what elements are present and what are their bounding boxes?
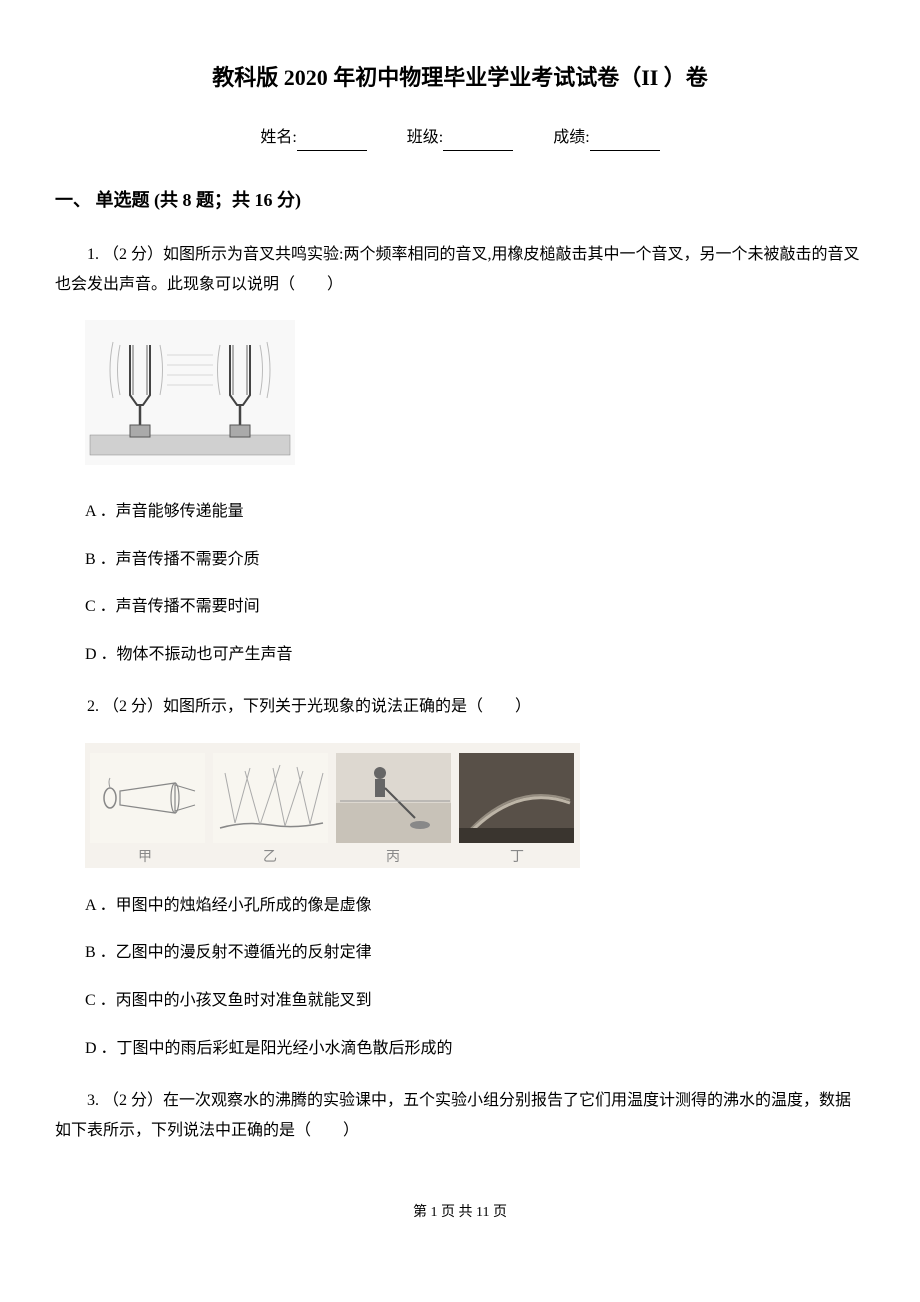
question-1-figure (85, 320, 865, 474)
name-field: 姓名: (260, 125, 366, 151)
question-1-text: 1. （2 分）如图所示为音叉共鸣实验:两个频率相同的音叉,用橡皮槌敲击其中一个… (55, 240, 865, 301)
question-3: 3. （2 分）在一次观察水的沸腾的实验课中，五个实验小组分别报告了它们用温度计… (55, 1086, 865, 1147)
question-2-text: 2. （2 分）如图所示，下列关于光现象的说法正确的是（ ） (55, 692, 865, 722)
four-panel-diagram: 甲 乙 (85, 743, 580, 868)
panel-label-ding: 丁 (510, 850, 524, 865)
q1-option-b: B ．声音传播不需要介质 (85, 547, 865, 573)
q2-option-c: C ．丙图中的小孩叉鱼时对准鱼就能叉到 (85, 988, 865, 1014)
panel-label-jia: 甲 (138, 850, 152, 865)
q1-option-c: C ．声音传播不需要时间 (85, 594, 865, 620)
q2-option-a: A ．甲图中的烛焰经小孔所成的像是虚像 (85, 893, 865, 919)
name-label: 姓名: (260, 129, 296, 146)
question-1: 1. （2 分）如图所示为音叉共鸣实验:两个频率相同的音叉,用橡皮槌敲击其中一个… (55, 240, 865, 668)
page-footer: 第 1 页 共 11 页 (55, 1202, 865, 1224)
q2-option-d: D ．丁图中的雨后彩虹是阳光经小水滴色散后形成的 (85, 1036, 865, 1062)
score-label: 成绩: (553, 129, 589, 146)
question-3-text: 3. （2 分）在一次观察水的沸腾的实验课中，五个实验小组分别报告了它们用温度计… (55, 1086, 865, 1147)
name-blank (297, 133, 367, 151)
section-1-header: 一、 单选题 (共 8 题；共 16 分) (55, 186, 865, 215)
q1-option-d: D ．物体不振动也可产生声音 (85, 642, 865, 668)
panel-label-bing: 丙 (386, 850, 400, 865)
class-label: 班级: (407, 129, 443, 146)
student-info-row: 姓名: 班级: 成绩: (55, 125, 865, 151)
panel-label-yi: 乙 (263, 849, 277, 865)
tuning-fork-diagram (85, 320, 295, 465)
document-title: 教科版 2020 年初中物理毕业学业考试试卷（II ）卷 (55, 60, 865, 95)
score-blank (590, 133, 660, 151)
q1-option-a: A ．声音能够传递能量 (85, 499, 865, 525)
q2-option-b: B ．乙图中的漫反射不遵循光的反射定律 (85, 940, 865, 966)
question-2-figure: 甲 乙 (85, 743, 865, 868)
class-field: 班级: (407, 125, 513, 151)
question-2: 2. （2 分）如图所示，下列关于光现象的说法正确的是（ ） 甲 (55, 692, 865, 1061)
class-blank (443, 133, 513, 151)
score-field: 成绩: (553, 125, 659, 151)
